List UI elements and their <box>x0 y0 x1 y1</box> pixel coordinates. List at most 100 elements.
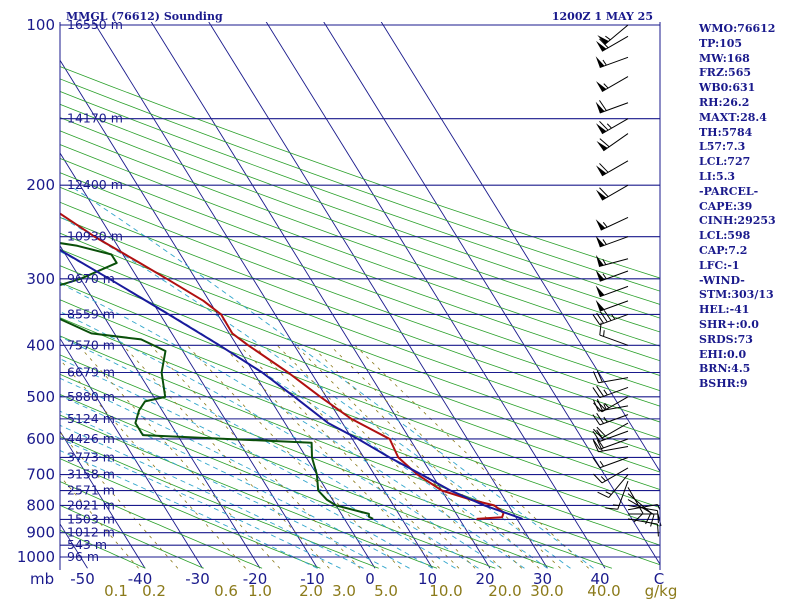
wind-barb-flag <box>596 412 604 424</box>
isotherm-line <box>93 22 433 569</box>
wind-barb-flag <box>592 440 599 452</box>
wind-barb-column <box>592 24 662 537</box>
wind-barb-half-flag <box>602 222 608 228</box>
wind-barb-flag <box>633 513 644 523</box>
wind-barb-flag <box>593 473 603 484</box>
height-label: 2571 m <box>67 483 115 498</box>
index-entry: LFC:-1 <box>699 258 740 272</box>
wind-barb-pennant <box>595 219 606 231</box>
moist-adiabat-line <box>60 395 410 569</box>
wind-barb-flag <box>596 439 603 452</box>
mixing-ratio-line <box>60 359 246 569</box>
wind-barb <box>595 269 629 282</box>
wind-barb-flag <box>657 524 659 537</box>
mixing-ratio-line <box>150 345 361 569</box>
pressure-tick-label: 100 <box>26 16 55 34</box>
wind-barb-flag <box>593 428 603 439</box>
moist-adiabat-line <box>60 282 525 569</box>
dry-adiabat-line <box>60 458 321 569</box>
wind-barb-pennant <box>595 56 605 68</box>
index-entry: -PARCEL- <box>699 184 759 198</box>
mixing-ratio-tick-label: 0.2 <box>142 582 166 600</box>
wind-barb-staff <box>627 493 652 514</box>
wind-barb-flag <box>596 385 604 397</box>
dry-adiabat-line <box>60 158 660 376</box>
mixing-ratio-tick-label: 5.0 <box>374 582 398 600</box>
mixing-ratio-line <box>276 345 502 569</box>
mixing-ratio-line <box>329 345 561 569</box>
wind-barb-half-flag <box>605 35 611 41</box>
wind-barb <box>595 100 629 114</box>
mixing-ratio-line <box>122 345 330 569</box>
temperature-profile <box>60 212 505 520</box>
wind-barb-flag <box>592 371 599 384</box>
temperature-tick-label: 40 <box>590 570 609 588</box>
wind-barb <box>595 216 629 231</box>
wind-barb-half-flag <box>602 273 607 280</box>
temperature-tick-label: -50 <box>70 570 95 588</box>
station-title: MMGL (76612) Sounding <box>66 10 223 23</box>
wind-barb-pennant <box>595 254 604 267</box>
mixing-ratio-tick-label: 20.0 <box>488 582 521 600</box>
wind-barb-staff <box>599 313 629 326</box>
wind-barb-half-flag <box>600 476 606 482</box>
index-entry: MW:168 <box>699 51 750 65</box>
wind-barb-staff <box>599 56 629 69</box>
wind-barb-pennant <box>596 189 607 201</box>
wind-barb <box>592 457 629 469</box>
wind-barb-staff <box>627 504 658 511</box>
wind-barb-half-flag <box>603 403 607 410</box>
index-entry: BRN:4.5 <box>699 362 751 376</box>
wind-barb-staff <box>599 430 629 442</box>
wind-barb <box>595 56 629 69</box>
height-label: 4426 m <box>67 431 115 446</box>
mixing-ratio-line <box>253 345 476 569</box>
wind-barb-flag <box>605 507 618 510</box>
height-label: 5880 m <box>67 389 115 404</box>
wind-barb-flag <box>596 398 603 411</box>
wind-barb <box>596 118 629 135</box>
index-entry: WMO:76612 <box>699 22 776 35</box>
index-entry: CINH:29253 <box>699 214 776 228</box>
mixing-ratio-line <box>295 345 523 569</box>
temperature-tick-label: 0 <box>365 570 375 588</box>
index-entry: STM:303/13 <box>699 288 774 302</box>
mixing-ratio-line <box>186 345 401 569</box>
wind-barb-flag <box>599 163 609 173</box>
wind-barb-staff <box>627 487 644 514</box>
wind-barb-flag <box>592 457 601 469</box>
wind-barb-staff <box>599 414 629 426</box>
height-label: 12400 m <box>67 177 123 192</box>
mixing-ratio-tick-label: 40.0 <box>587 582 620 600</box>
observation-time: 1200Z 1 MAY 25 <box>552 10 653 23</box>
sounding-indices-panel: WMO:76612 TP:105 MW:168 FRZ:565 WB0:631 RH:26… <box>699 22 776 392</box>
height-label: 6679 m <box>67 365 115 380</box>
index-entry: LI:5.3 <box>699 169 736 183</box>
wind-barb <box>592 439 629 453</box>
mixing-ratio-tick-label: 1.0 <box>248 582 272 600</box>
wind-barb-pennant <box>596 81 607 92</box>
dry-adiabat-line <box>60 265 660 491</box>
index-entry: EHI:0.0 <box>699 347 747 361</box>
moist-adiabat-line <box>60 377 433 569</box>
temperature-tick-label: -30 <box>185 570 210 588</box>
wind-barb-flag <box>650 514 655 527</box>
wind-barb-flag <box>599 38 609 49</box>
mixing-ratio-line <box>221 345 440 569</box>
dry-adiabat-line <box>60 504 204 569</box>
wind-barb <box>592 310 629 326</box>
wind-barb-staff <box>599 334 629 346</box>
height-label: 16550 m <box>67 17 123 32</box>
wind-barb-staff <box>617 480 629 510</box>
wind-barb-half-flag <box>606 123 612 129</box>
height-label: 543 m <box>67 537 107 552</box>
dewpoint-profile <box>60 242 374 520</box>
wind-barb-half-flag <box>602 259 607 265</box>
pressure-tick-label: 400 <box>26 336 55 354</box>
index-entry: RH:26.2 <box>699 95 750 109</box>
wind-barb-flag <box>599 120 609 131</box>
dry-adiabat-line <box>60 172 660 392</box>
